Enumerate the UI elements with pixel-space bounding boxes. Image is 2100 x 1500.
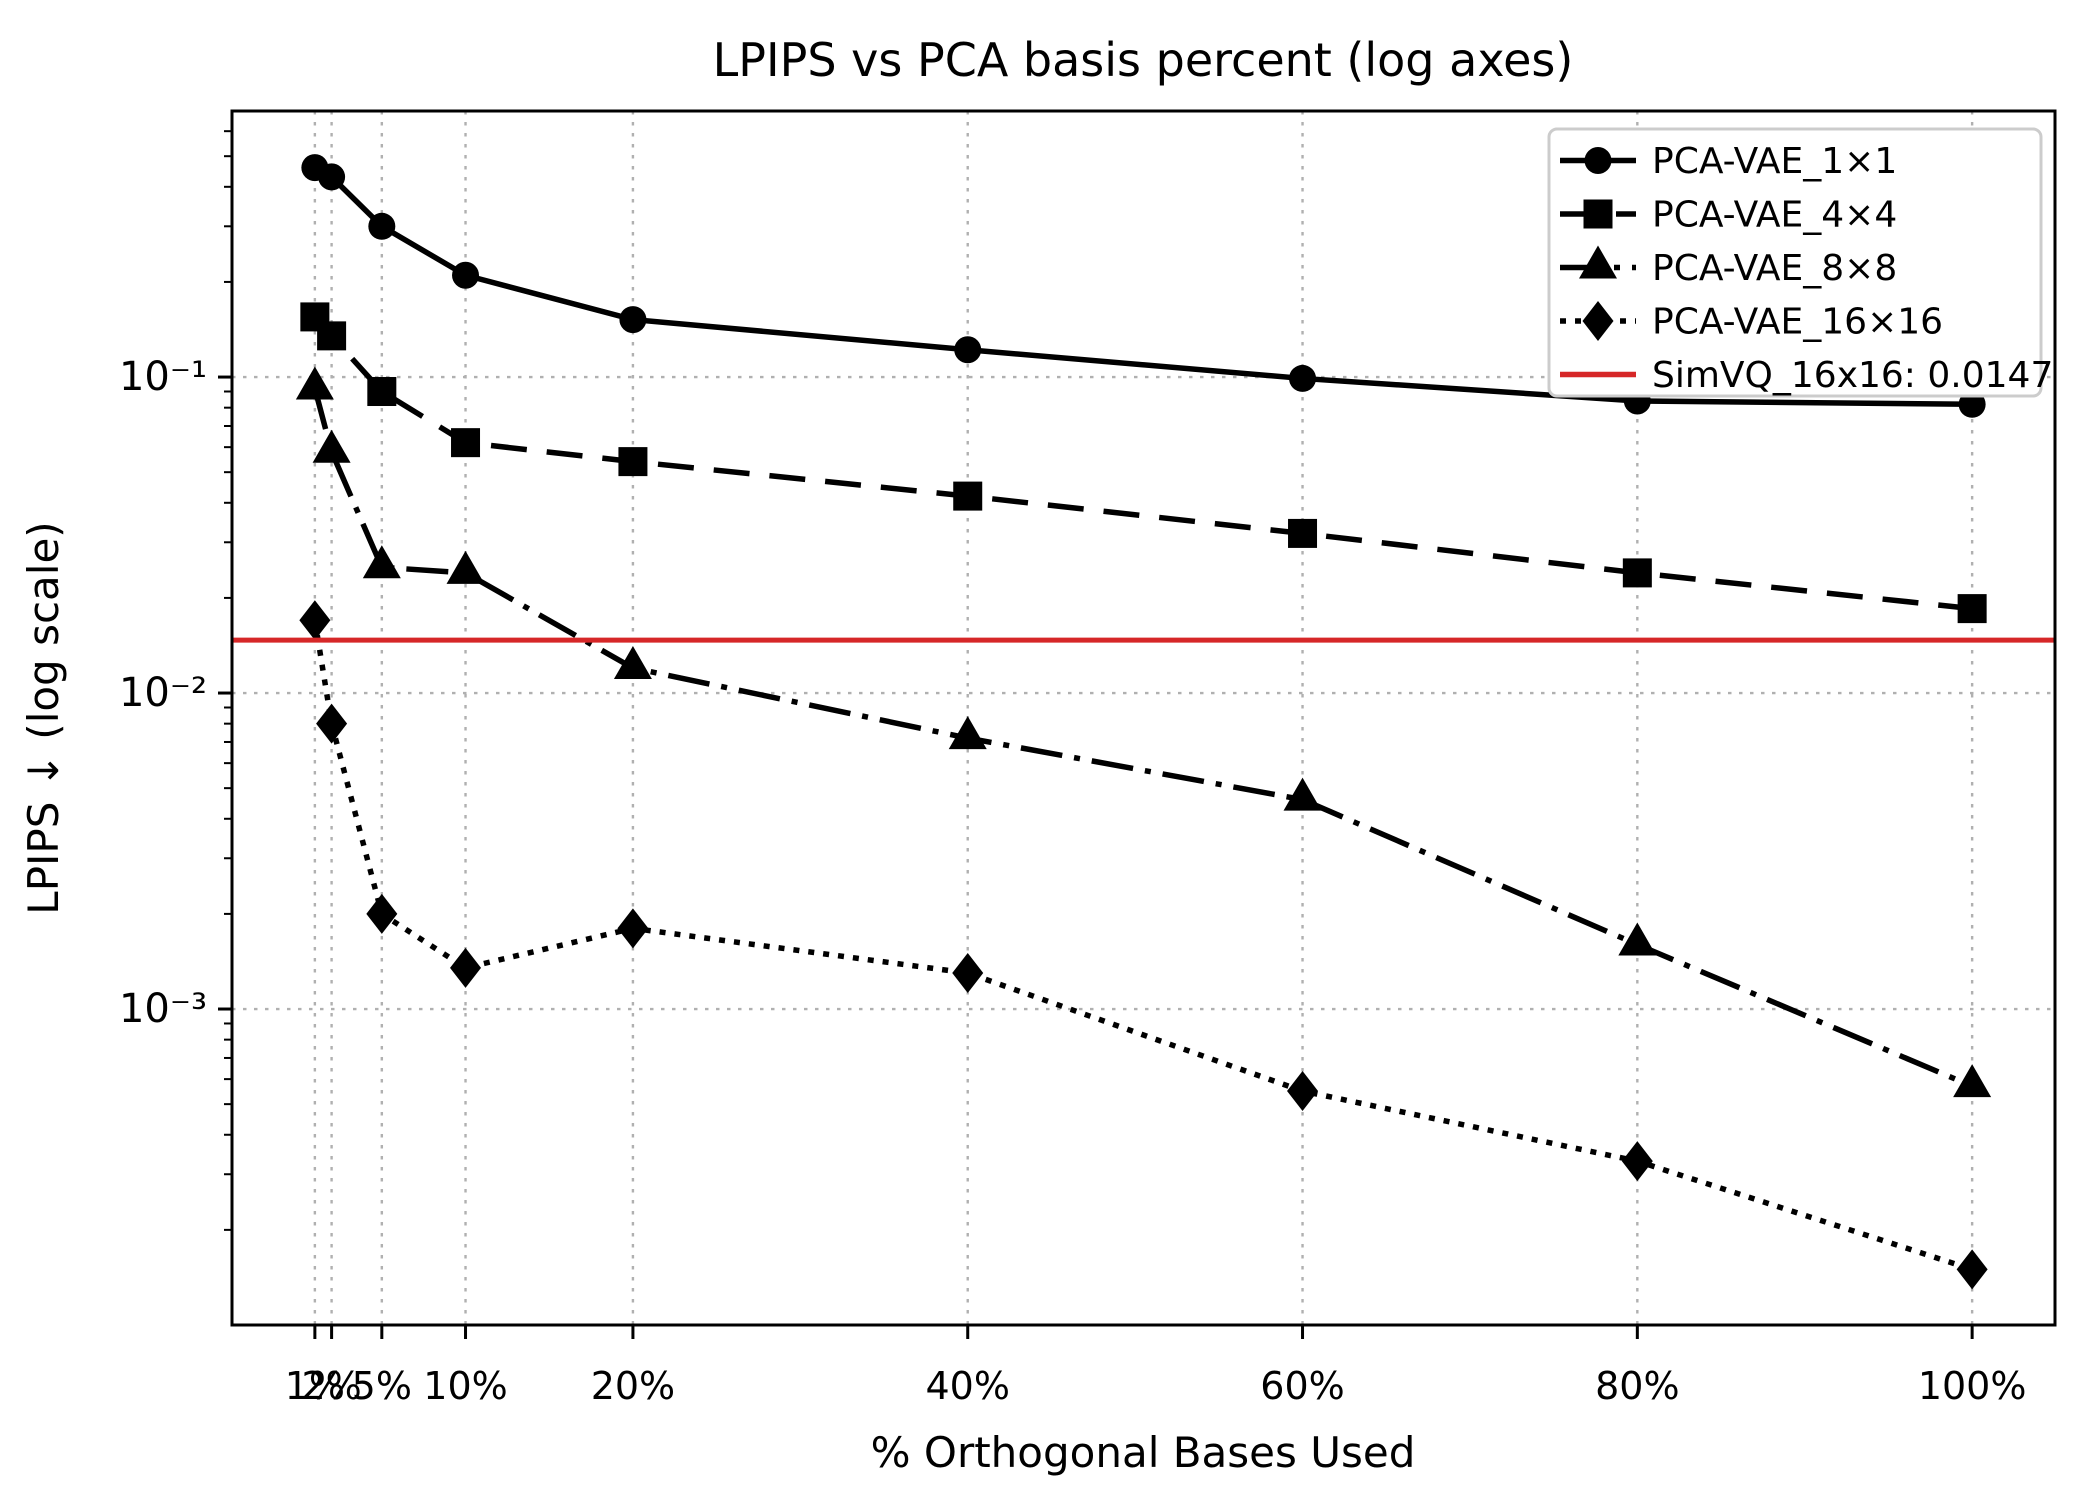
- diamond-marker: [450, 947, 482, 988]
- diamond-marker: [1582, 301, 1614, 341]
- diamond-marker: [1621, 1141, 1653, 1182]
- legend-item: PCA-VAE_4×4: [1560, 195, 1897, 236]
- circle-marker: [954, 336, 982, 364]
- series-square: [300, 302, 1987, 624]
- x-tick-label: 60%: [1260, 1364, 1344, 1408]
- square-marker: [367, 377, 397, 407]
- legend-item: PCA-VAE_8×8: [1560, 245, 1897, 289]
- triangle-marker: [1618, 922, 1657, 956]
- legend-item: PCA-VAE_1×1: [1560, 141, 1897, 182]
- legend-label: PCA-VAE_8×8: [1652, 248, 1897, 289]
- y-tick-label: 10⁻³: [119, 986, 207, 1032]
- x-tick-label: 5%: [352, 1364, 412, 1408]
- series-diamond: [299, 600, 1988, 1290]
- x-tick-label: 1%: [285, 1364, 345, 1408]
- square-marker: [451, 428, 481, 458]
- triangle-marker: [446, 550, 485, 584]
- diamond-marker: [366, 893, 398, 934]
- x-tick-label: 80%: [1595, 1364, 1679, 1408]
- triangle-marker: [613, 646, 652, 680]
- triangle-marker: [312, 429, 351, 463]
- triangle-marker: [362, 545, 401, 579]
- square-marker: [1622, 558, 1652, 588]
- y-tick-label: 10⁻¹: [119, 354, 207, 400]
- tick-labels: 1%2%5% 10% 20% 40% 60% 80% 100% 10⁻¹ 10⁻² 10⁻³: [119, 354, 2027, 1408]
- legend-box: [1547, 127, 2043, 398]
- legend: PCA-VAE_1×1 PCA-VAE_4×4 PCA-VAE_8×8 PCA-VAE…: [1547, 127, 2053, 398]
- circle-marker: [1289, 364, 1317, 392]
- circle-marker: [318, 163, 346, 191]
- diamond-marker: [316, 703, 348, 744]
- circle-marker: [1958, 390, 1986, 418]
- legend-item: PCA-VAE_16×16: [1560, 301, 1943, 343]
- diamond-marker: [299, 600, 331, 641]
- x-tick-label: 10%: [423, 1364, 507, 1408]
- y-axis-label: LPIPS ↓ (log scale): [19, 521, 68, 914]
- square-marker: [1583, 199, 1613, 229]
- x-tick-label: 100%: [1918, 1364, 2027, 1408]
- square-marker: [1288, 518, 1318, 548]
- triangle-marker: [1283, 777, 1322, 811]
- diamond-marker: [1287, 1071, 1319, 1112]
- triangle-marker: [1953, 1064, 1992, 1098]
- x-tick-label: 2%: [301, 1364, 361, 1408]
- square-marker: [317, 321, 347, 351]
- diamond-marker: [617, 908, 649, 949]
- circle-marker: [368, 212, 396, 240]
- circle-marker: [619, 306, 647, 334]
- square-marker: [953, 481, 983, 511]
- legend-label: PCA-VAE_1×1: [1652, 141, 1897, 182]
- square-marker: [1957, 594, 1987, 624]
- series-circle: [301, 154, 1986, 418]
- circle-marker: [452, 261, 480, 289]
- x-tick-label: 40%: [925, 1364, 1009, 1408]
- diamond-marker: [952, 953, 984, 994]
- data-series: [295, 154, 1992, 1290]
- x-tick-label: 20%: [591, 1364, 675, 1408]
- triangle-marker: [295, 366, 334, 400]
- legend-label: PCA-VAE_16×16: [1652, 302, 1943, 343]
- x-axis-label: % Orthogonal Bases Used: [871, 1428, 1416, 1477]
- square-marker: [618, 447, 648, 477]
- chart-title: LPIPS vs PCA basis percent (log axes): [713, 33, 1574, 87]
- triangle-marker: [1579, 245, 1617, 279]
- circle-marker: [1584, 147, 1612, 174]
- legend-label: PCA-VAE_4×4: [1652, 195, 1897, 236]
- legend-item: SimVQ_16x16: 0.0147: [1560, 355, 2053, 396]
- diamond-marker: [1956, 1249, 1988, 1290]
- plot-border: [230, 109, 2057, 1327]
- y-tick-label: 10⁻²: [119, 670, 207, 716]
- axis-ticks: [218, 130, 1974, 1339]
- series-triangle: [295, 366, 1992, 1098]
- triangle-marker: [948, 716, 987, 750]
- legend-label: SimVQ_16x16: 0.0147: [1652, 355, 2053, 396]
